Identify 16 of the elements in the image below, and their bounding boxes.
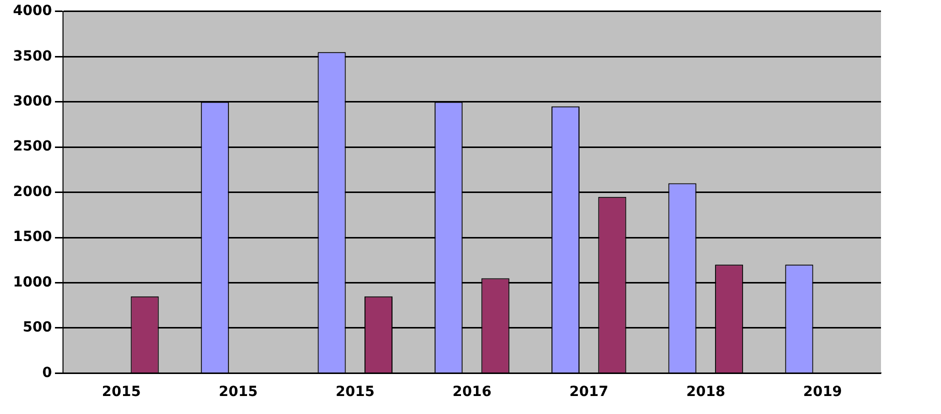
x-tick-label: 2017: [569, 384, 608, 400]
x-tick-label: 2018: [686, 384, 726, 400]
y-tick-label: 3000: [12, 93, 52, 110]
y-tick-label: 4000: [12, 3, 52, 20]
y-tick-label: 2500: [12, 138, 52, 155]
y-tick-label: 500: [22, 320, 52, 336]
y-tick-label: 2000: [12, 184, 52, 200]
y-tick-label: 0: [42, 364, 52, 381]
y-tick-label: 1500: [12, 229, 52, 246]
x-tick-label: 2019: [803, 384, 842, 400]
x-tick-label: 2016: [452, 384, 492, 400]
x-tick-label: 2015: [102, 384, 141, 400]
y-tick-label: 1000: [12, 274, 52, 290]
y-tick-label: 3500: [12, 48, 52, 64]
x-tick-label: 2015: [336, 384, 375, 400]
x-tick-label: 2015: [218, 384, 258, 400]
